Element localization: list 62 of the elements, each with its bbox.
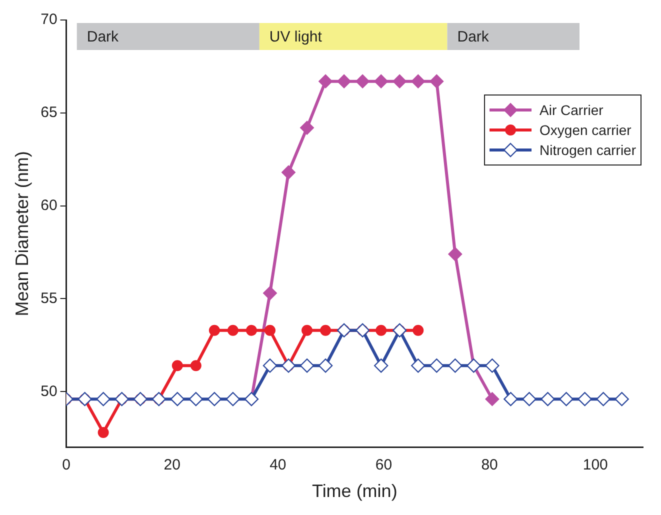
point [246, 324, 257, 336]
legend-label: Air Carrier [540, 102, 604, 118]
point [207, 392, 222, 406]
point [376, 324, 387, 336]
point [504, 392, 518, 406]
point [190, 360, 202, 372]
point [300, 120, 314, 135]
point [448, 358, 462, 373]
point [262, 286, 277, 300]
point [614, 392, 629, 406]
point [485, 392, 500, 406]
point [208, 324, 220, 336]
y-axis-title: Mean Diameter (nm) [12, 151, 32, 316]
point [412, 324, 424, 336]
point [302, 324, 313, 336]
point [540, 392, 555, 406]
band-label: UV light [269, 28, 323, 46]
point [522, 392, 536, 406]
legend-label: Nitrogen carrier [540, 142, 636, 158]
x-axis-title: Time (min) [312, 481, 398, 502]
point [96, 392, 110, 406]
point [227, 324, 238, 336]
x-tick-label: 80 [481, 456, 498, 474]
point [264, 324, 276, 336]
point [318, 74, 333, 88]
point [98, 427, 109, 438]
point [430, 358, 444, 373]
point [559, 392, 574, 406]
x-tick-label: 60 [375, 456, 392, 474]
legend-label: Oxygen carrier [540, 122, 632, 138]
band-label: Dark [86, 28, 120, 46]
point [170, 392, 184, 406]
point [320, 324, 332, 336]
point [411, 358, 426, 373]
point [262, 358, 278, 373]
point [485, 358, 500, 373]
point [356, 74, 370, 88]
point [411, 74, 426, 88]
point [300, 358, 314, 373]
point [188, 392, 204, 406]
point [172, 360, 183, 372]
y-tick-label: 50 [40, 382, 58, 400]
point [337, 74, 352, 88]
y-tick-label: 65 [40, 104, 58, 122]
x-tick-label: 0 [62, 456, 70, 474]
x-tick-label: 20 [164, 456, 180, 474]
band-label: Dark [457, 28, 490, 46]
x-tick-label: 100 [582, 456, 608, 474]
y-tick-label: 70 [40, 11, 58, 28]
y-tick-label: 55 [40, 290, 58, 307]
y-tick-label: 60 [40, 196, 58, 214]
point [374, 74, 388, 88]
point [596, 392, 610, 406]
point [282, 165, 296, 180]
x-tick-label: 40 [270, 456, 286, 474]
point [226, 392, 240, 406]
point [392, 74, 407, 88]
point [318, 358, 333, 373]
point [448, 247, 462, 262]
point [374, 358, 388, 373]
point [430, 74, 444, 88]
point [578, 392, 592, 406]
